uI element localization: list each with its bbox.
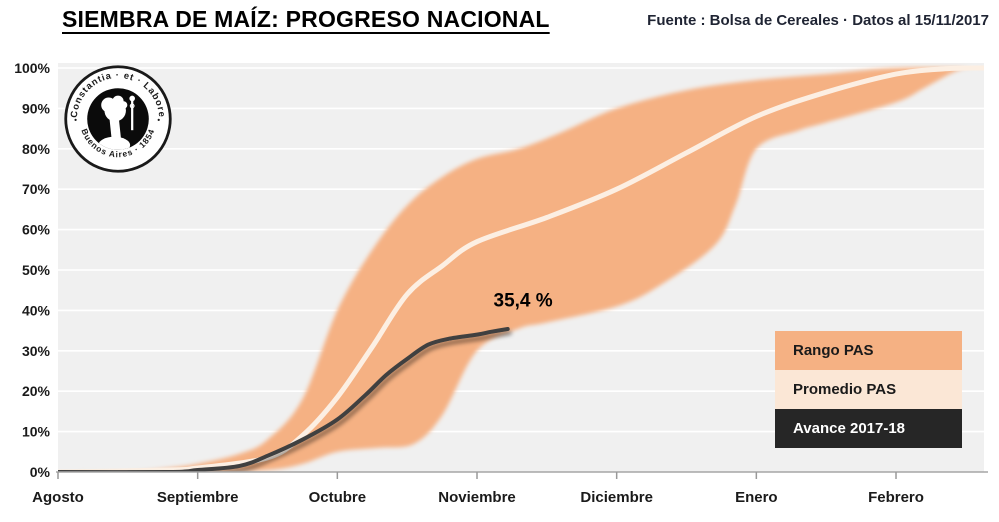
y-axis-label: 40% — [22, 302, 51, 318]
chart-legend: Rango PAS Promedio PAS Avance 2017-18 — [775, 331, 962, 448]
y-axis-label: 50% — [22, 262, 51, 278]
x-axis-label: Diciembre — [580, 489, 653, 506]
y-axis-label: 90% — [22, 100, 51, 116]
y-axis-label: 70% — [22, 181, 51, 197]
y-axis-label: 60% — [22, 222, 51, 238]
y-axis-label: 30% — [22, 343, 51, 359]
legend-label: Avance 2017-18 — [793, 420, 906, 437]
page-title: SIEMBRA DE MAÍZ: PROGRESO NACIONAL — [62, 6, 550, 32]
y-axis-label: 10% — [22, 424, 51, 440]
x-axis-label: Febrero — [868, 489, 924, 506]
logo-right-star: • — [157, 115, 160, 125]
source-note: Fuente : Bolsa de Cereales · Datos al 15… — [647, 12, 989, 29]
avance-value-label: 35,4 % — [494, 290, 553, 311]
legend-label: Promedio PAS — [793, 381, 897, 398]
rango-pas-band — [58, 67, 984, 472]
x-axis-label: Octubre — [309, 489, 367, 506]
bolsa-de-cereales-logo: Constantia · et · Labore Buenos Aires · … — [64, 65, 172, 173]
x-axis-label: Noviembre — [438, 489, 516, 506]
y-axis-label: 20% — [22, 383, 51, 399]
y-axis-label: 80% — [22, 141, 51, 157]
legend-label: Rango PAS — [793, 342, 874, 359]
y-axis-label: 100% — [14, 60, 50, 76]
x-axis-label: Enero — [735, 489, 778, 506]
promedio-pas-line — [58, 65, 984, 472]
avance-2017-18-line — [58, 327, 510, 472]
series-layer — [58, 65, 984, 472]
y-axis-label: 0% — [30, 464, 51, 480]
legend-item-avance-2017-18: Avance 2017-18 — [775, 409, 962, 448]
logo-left-star: • — [74, 115, 77, 125]
legend-item-promedio-pas: Promedio PAS — [775, 370, 962, 409]
x-axis-label: Septiembre — [157, 489, 239, 506]
x-axis-label: Agosto — [32, 489, 84, 506]
legend-item-rango-pas: Rango PAS — [775, 331, 962, 370]
